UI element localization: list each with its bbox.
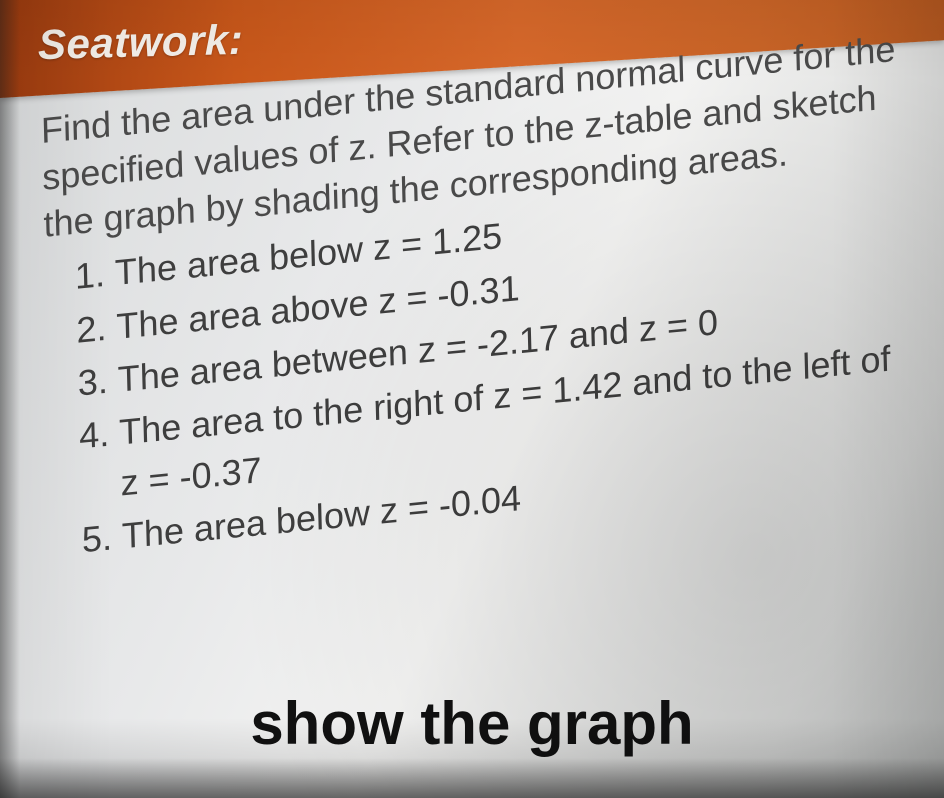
overlay-instruction: show the graph: [0, 689, 944, 758]
header-title: Seatwork:: [38, 16, 243, 69]
photo-edge-left: [0, 0, 20, 798]
slide: Seatwork: Find the area under the standa…: [0, 0, 944, 798]
slide-body: Find the area under the standard normal …: [0, 1, 944, 574]
photo-edge-bottom: [0, 758, 944, 798]
